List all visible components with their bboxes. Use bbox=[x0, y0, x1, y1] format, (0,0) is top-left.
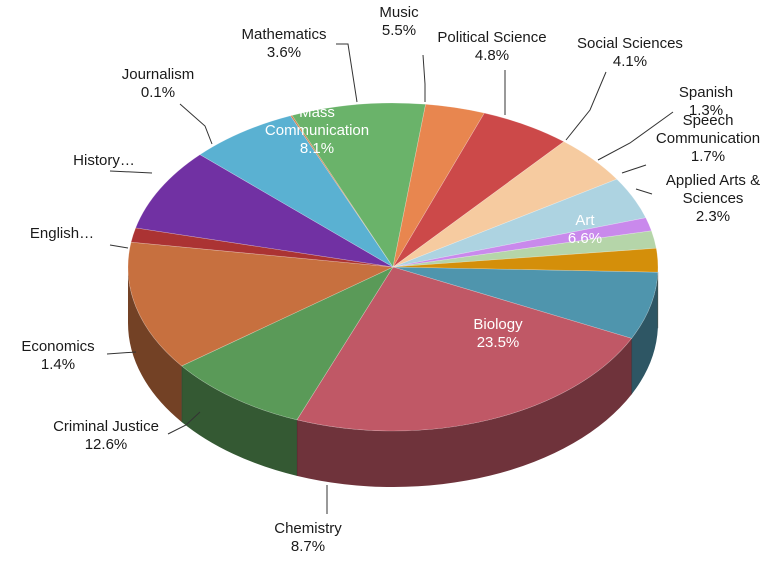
pie-slice-history bbox=[199, 115, 394, 268]
leader-line bbox=[109, 244, 129, 249]
pie-slice-art bbox=[392, 266, 659, 339]
slice-value-label: 4.1% bbox=[613, 53, 647, 70]
slice-label: Sciences bbox=[683, 190, 744, 207]
pie-slice-speech-communication bbox=[392, 230, 657, 268]
pie-side-3 bbox=[128, 267, 182, 422]
slice-value-label: 8.1% bbox=[300, 140, 334, 157]
pie-slice-music bbox=[392, 112, 565, 268]
slice-value-label: 5.5% bbox=[382, 22, 416, 39]
pie-slice-political-science bbox=[392, 141, 618, 268]
leader-line bbox=[179, 103, 213, 145]
pie-slice-mathematics bbox=[392, 103, 485, 268]
leader-line bbox=[336, 43, 358, 103]
slice-label: Communication bbox=[265, 122, 369, 139]
pie-side-2 bbox=[181, 365, 297, 476]
slice-label: Music bbox=[379, 4, 419, 21]
slice-label: Spanish bbox=[679, 84, 733, 101]
slice-value-label: 6.6% bbox=[568, 230, 602, 247]
leader-lines bbox=[106, 43, 674, 514]
slice-label: Art bbox=[575, 212, 595, 229]
pie-slice-criminal-justice bbox=[127, 241, 395, 367]
slice-value-label: 1.3% bbox=[689, 102, 723, 119]
slice-value-label: 4.8% bbox=[475, 47, 509, 64]
slice-value-label: 8.7% bbox=[291, 538, 325, 555]
slice-value-label: 0.1% bbox=[141, 84, 175, 101]
slice-label: Chemistry bbox=[274, 520, 342, 537]
pie-slice-english bbox=[135, 154, 394, 268]
leader-line bbox=[422, 54, 426, 102]
leader-line bbox=[597, 111, 674, 161]
leader-line bbox=[565, 71, 607, 141]
pie-top bbox=[127, 102, 659, 432]
leader-line bbox=[635, 188, 653, 195]
slice-label: Economics bbox=[21, 338, 94, 355]
slice-value-label: 23.5% bbox=[477, 334, 520, 351]
pie-slice-social-sciences bbox=[392, 178, 647, 268]
pie-sides bbox=[128, 267, 659, 488]
slice-label: Mass bbox=[299, 104, 335, 121]
pie-slice-spanish bbox=[392, 217, 652, 268]
slice-label: Communication bbox=[656, 130, 760, 147]
leader-line bbox=[109, 170, 153, 174]
slice-label: Mathematics bbox=[241, 26, 326, 43]
leader-line bbox=[106, 351, 137, 355]
slice-label: Speech bbox=[683, 112, 734, 129]
pie-slice-chemistry bbox=[181, 266, 394, 421]
slice-label: Biology bbox=[473, 316, 523, 333]
slice-value-label: 1.7% bbox=[691, 148, 725, 165]
slice-label: Applied Arts & bbox=[666, 172, 760, 189]
pie-side-0 bbox=[631, 272, 658, 395]
slice-label: Criminal Justice bbox=[53, 418, 159, 435]
slice-label: Social Sciences bbox=[577, 35, 683, 52]
slice-label: Political Science bbox=[437, 29, 546, 46]
pie-slice-journalism bbox=[290, 115, 394, 268]
slice-value-label: 2.3% bbox=[696, 208, 730, 225]
leader-line bbox=[621, 164, 647, 174]
slice-label: History… bbox=[73, 152, 135, 169]
slice-label: Journalism bbox=[122, 66, 195, 83]
slice-value-label: 3.6% bbox=[267, 44, 301, 61]
slice-value-label: 12.6% bbox=[85, 436, 128, 453]
pie-slice-applied-arts-sciences bbox=[392, 247, 659, 273]
slice-label: English… bbox=[30, 225, 94, 242]
pie-slice-mass-communication bbox=[291, 102, 426, 268]
pie-slice-economics bbox=[130, 227, 394, 268]
pie-side-1 bbox=[296, 338, 632, 488]
leader-line bbox=[167, 411, 201, 435]
slice-value-label: 1.4% bbox=[41, 356, 75, 373]
pie-slice-biology bbox=[296, 266, 633, 432]
